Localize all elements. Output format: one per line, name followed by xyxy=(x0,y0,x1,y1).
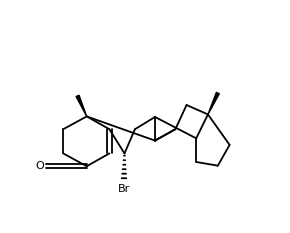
Polygon shape xyxy=(208,92,219,114)
Polygon shape xyxy=(76,95,87,116)
Text: O: O xyxy=(35,161,44,171)
Text: Br: Br xyxy=(118,184,130,194)
